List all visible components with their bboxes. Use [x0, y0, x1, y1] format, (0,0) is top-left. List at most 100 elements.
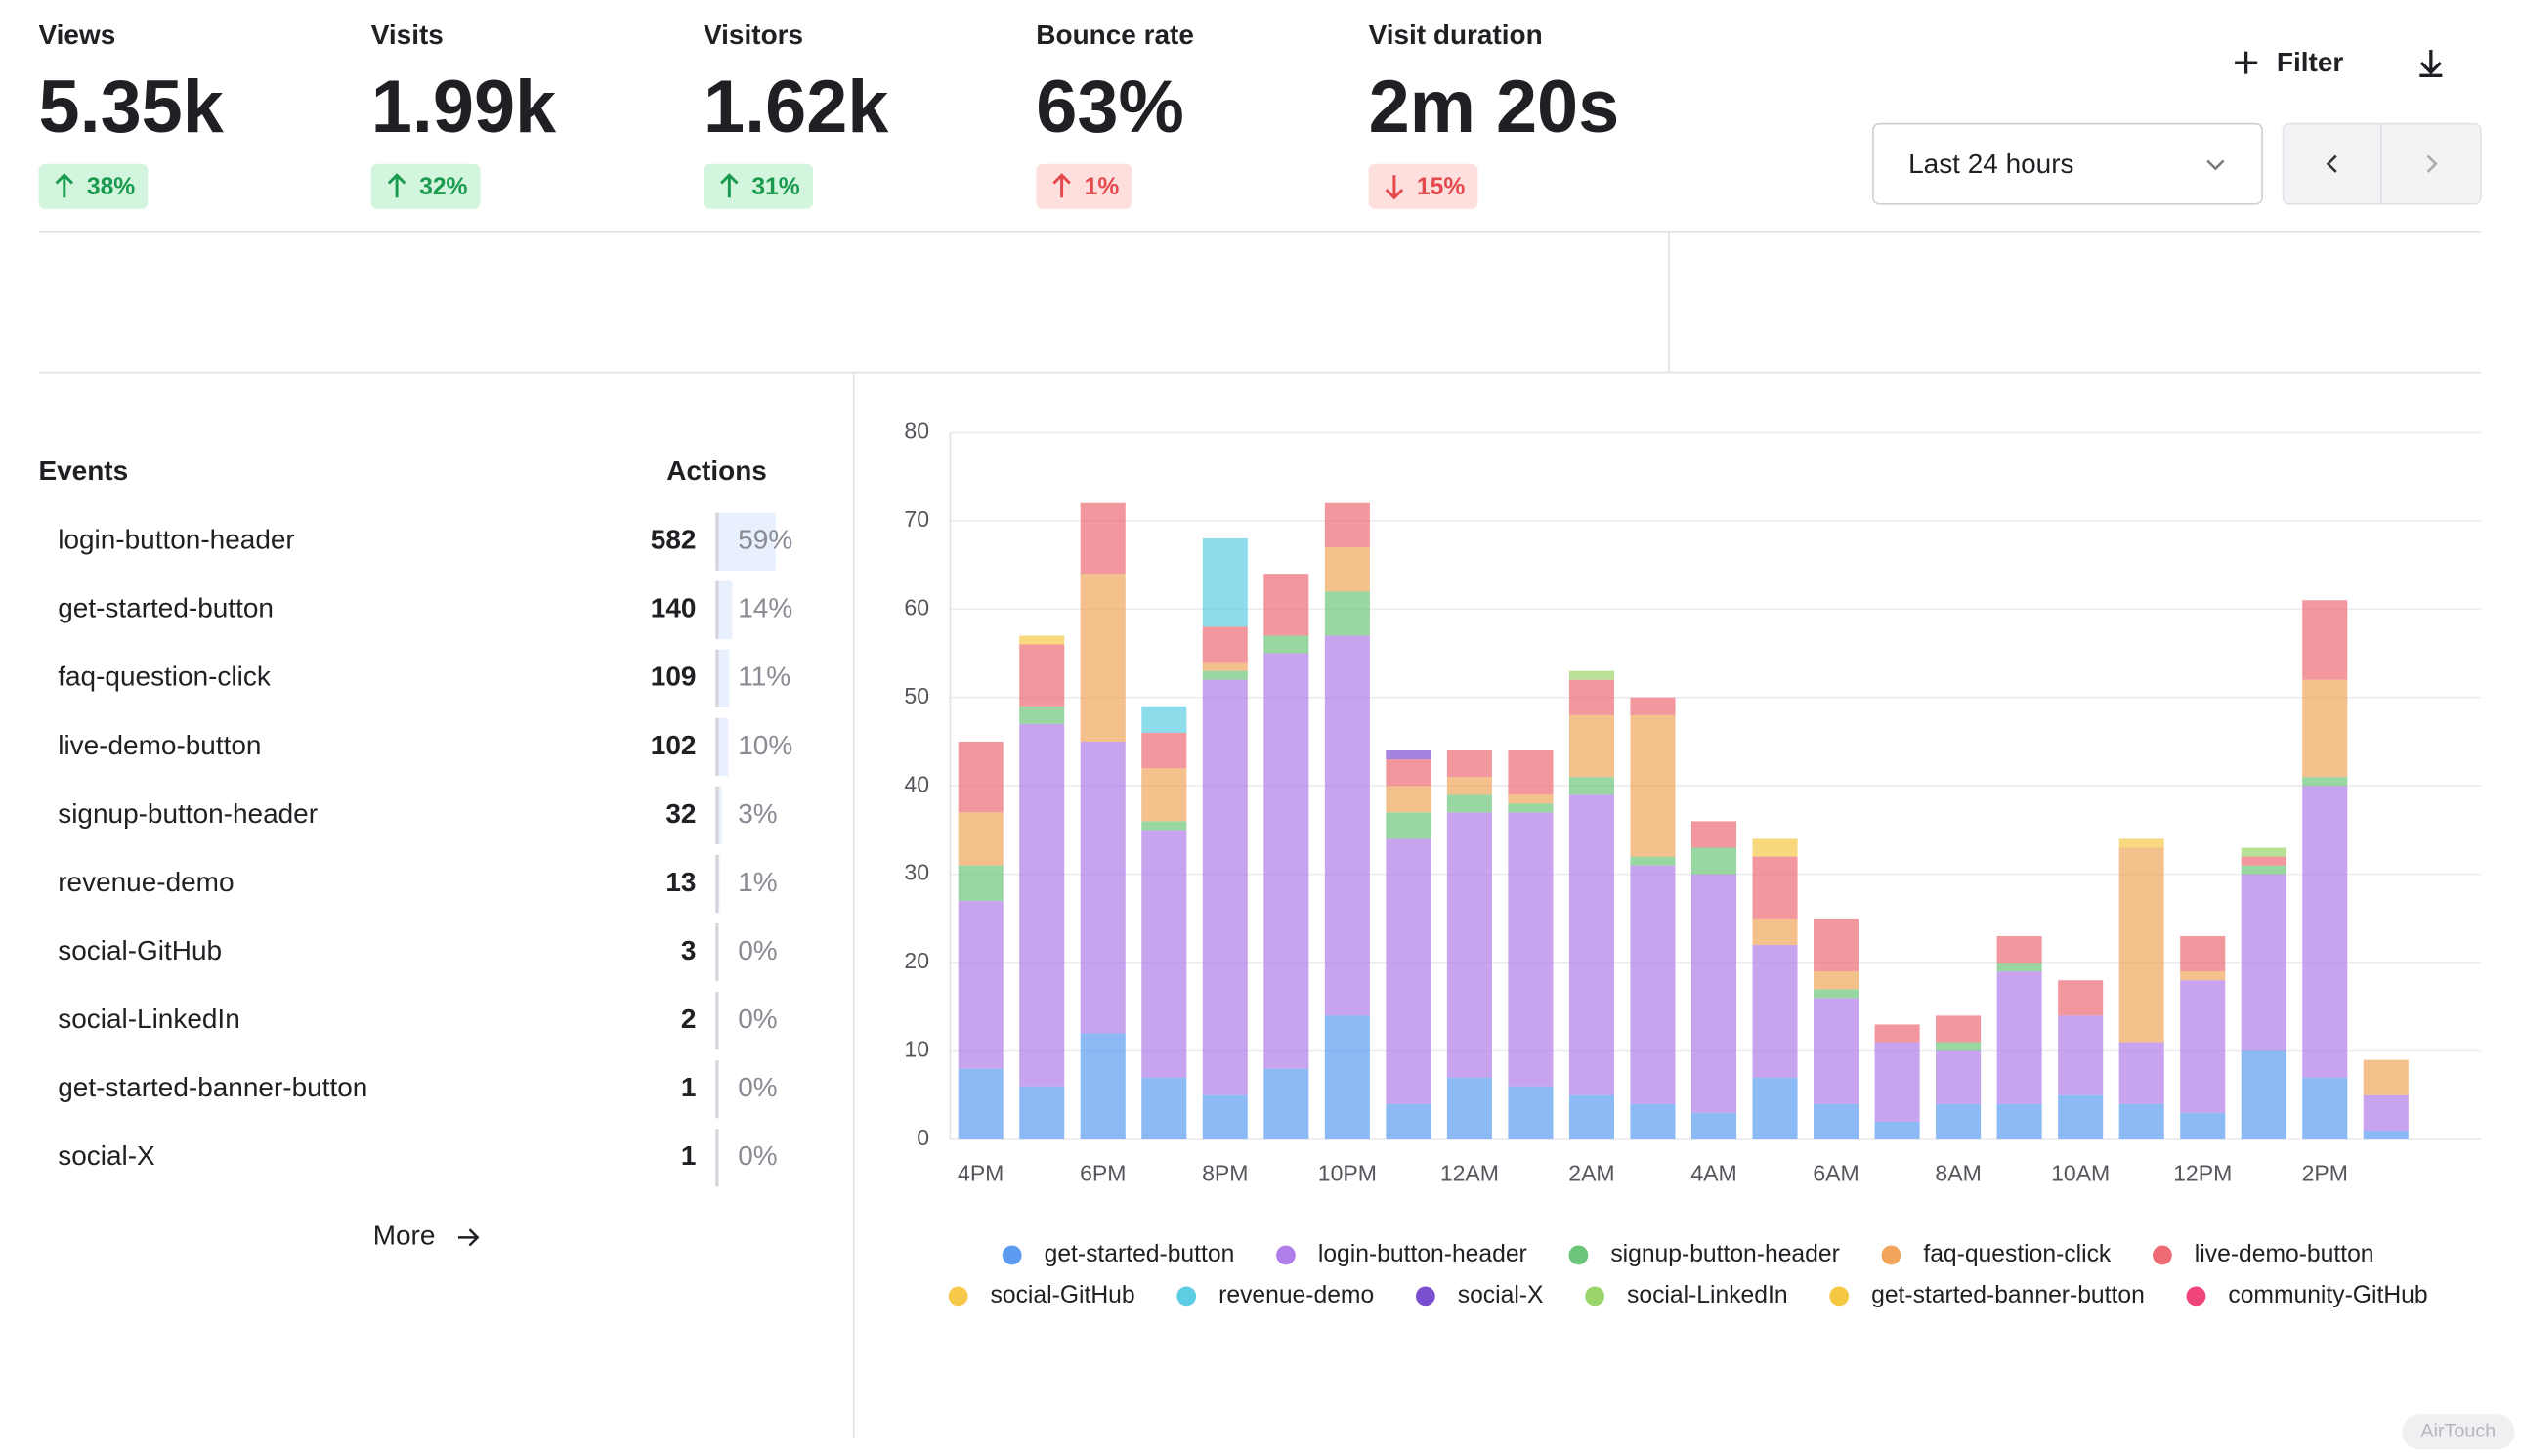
legend-dot	[1176, 1286, 1197, 1306]
event-name[interactable]: faq-question-click	[58, 662, 272, 692]
bar-segment	[1690, 874, 1737, 1113]
bar-segment	[2302, 786, 2348, 1078]
event-name[interactable]: social-X	[58, 1140, 155, 1171]
bar-segment	[2118, 1042, 2164, 1104]
change-arrow	[1385, 175, 1404, 200]
event-count: 1	[681, 1072, 697, 1102]
bar-segment	[2180, 980, 2226, 1113]
change-arrow	[1052, 173, 1071, 198]
period-label[interactable]: Last 24 hours	[1908, 149, 2073, 179]
event-name[interactable]: revenue-demo	[58, 867, 234, 897]
legend-item[interactable]: get-started-banner-button	[1829, 1282, 2145, 1308]
legend-item[interactable]: faq-question-click	[1881, 1241, 2112, 1267]
bar-segment	[2058, 980, 2104, 1016]
event-count: 13	[665, 867, 696, 897]
legend-label[interactable]: faq-question-click	[1923, 1241, 2112, 1267]
bar-segment	[1446, 1077, 1492, 1140]
filter-button[interactable]: Filter	[2235, 47, 2343, 77]
event-count: 109	[651, 662, 697, 692]
bar-segment	[1752, 847, 1798, 857]
download-button[interactable]	[2419, 49, 2443, 77]
legend-label[interactable]: get-started-button	[1045, 1241, 1235, 1267]
bar-segment	[1446, 777, 1492, 795]
bar-segment	[1141, 768, 1187, 822]
bar-segment	[2302, 600, 2348, 680]
legend-label[interactable]: social-X	[1458, 1282, 1544, 1308]
plus-icon	[2235, 51, 2258, 74]
legend-dot	[1002, 1245, 1022, 1265]
legend-label[interactable]: revenue-demo	[1218, 1282, 1374, 1308]
bar-segment	[1386, 750, 1431, 760]
bar-segment	[1263, 653, 1309, 1069]
legend-dot	[2186, 1286, 2206, 1306]
legend-item[interactable]: social-X	[1415, 1282, 1544, 1308]
bar-segment	[1996, 971, 2042, 1104]
event-count: 140	[651, 593, 697, 623]
bar-segment	[1202, 662, 1248, 671]
bar-segment	[958, 812, 1004, 866]
more-link[interactable]: More	[373, 1220, 436, 1251]
legend-item[interactable]: community-GitHub	[2186, 1282, 2428, 1308]
bar-segment	[2363, 1130, 2409, 1140]
stat-value: 1.62k	[704, 65, 889, 149]
legend-label[interactable]: community-GitHub	[2228, 1282, 2427, 1308]
bar-segment	[1630, 697, 1676, 715]
legend-item[interactable]: signup-button-header	[1568, 1241, 1840, 1267]
legend-label[interactable]: get-started-banner-button	[1871, 1282, 2145, 1308]
event-name[interactable]: login-button-header	[58, 525, 294, 555]
bar-segment	[1386, 786, 1431, 813]
change-arrow	[720, 173, 739, 198]
x-tick-label: 6PM	[1080, 1160, 1126, 1185]
change-arrow	[387, 173, 406, 198]
legend-item[interactable]: get-started-button	[1002, 1241, 1235, 1267]
bar-segment	[1752, 918, 1798, 946]
next-button[interactable]	[2426, 154, 2438, 173]
event-share: 0%	[738, 1140, 777, 1171]
filter-label[interactable]: Filter	[2277, 47, 2343, 77]
legend-item[interactable]: social-LinkedIn	[1585, 1282, 1788, 1308]
legend-dot	[1881, 1245, 1901, 1265]
bar-segment	[1568, 794, 1614, 1095]
download-icon[interactable]	[2419, 49, 2443, 77]
bar-segment	[1263, 635, 1309, 654]
bar-segment	[1386, 1103, 1431, 1140]
legend-label[interactable]: login-button-header	[1318, 1241, 1527, 1267]
period-select[interactable]: Last 24 hours	[1872, 122, 2263, 205]
bar-segment	[1386, 759, 1431, 787]
event-count: 32	[665, 798, 696, 829]
legend-dot	[1276, 1245, 1296, 1265]
watermark-badge	[2402, 1414, 2515, 1450]
legend-item[interactable]: social-GitHub	[948, 1282, 1135, 1308]
stat-value: 63%	[1036, 65, 1183, 149]
bar-segment	[1508, 794, 1554, 804]
bar-segment	[1141, 1077, 1187, 1140]
bar-segment	[1630, 856, 1676, 866]
bar-segment	[1568, 777, 1614, 795]
event-name[interactable]: social-GitHub	[58, 935, 222, 965]
legend-label[interactable]: live-demo-button	[2195, 1241, 2374, 1267]
bar-segment	[1446, 812, 1492, 1078]
event-count: 1	[681, 1140, 697, 1171]
bar-segment	[1568, 679, 1614, 715]
legend-item[interactable]: revenue-demo	[1176, 1282, 1374, 1308]
bar-segment	[1386, 812, 1431, 839]
bar-segment	[1814, 1103, 1859, 1140]
period-box[interactable]	[1872, 122, 2263, 205]
legend-item[interactable]: login-button-header	[1276, 1241, 1527, 1267]
event-name[interactable]: live-demo-button	[58, 730, 261, 760]
bar-segment	[1996, 1103, 2042, 1140]
legend-label[interactable]: social-LinkedIn	[1627, 1282, 1788, 1308]
event-name[interactable]: get-started-button	[58, 593, 274, 623]
bar-segment	[2241, 874, 2286, 1051]
bar-segment	[958, 1068, 1004, 1140]
legend-item[interactable]: live-demo-button	[2153, 1241, 2374, 1267]
legend-label[interactable]: social-GitHub	[991, 1282, 1135, 1308]
bar-segment	[1141, 706, 1187, 733]
bar-segment	[2302, 1077, 2348, 1140]
event-name[interactable]: signup-button-header	[58, 798, 318, 829]
x-tick-label: 8AM	[1935, 1160, 1981, 1185]
legend-label[interactable]: signup-button-header	[1610, 1241, 1839, 1267]
event-name[interactable]: get-started-banner-button	[58, 1072, 367, 1102]
event-name[interactable]: social-LinkedIn	[58, 1004, 240, 1034]
prev-button[interactable]	[2326, 154, 2337, 173]
